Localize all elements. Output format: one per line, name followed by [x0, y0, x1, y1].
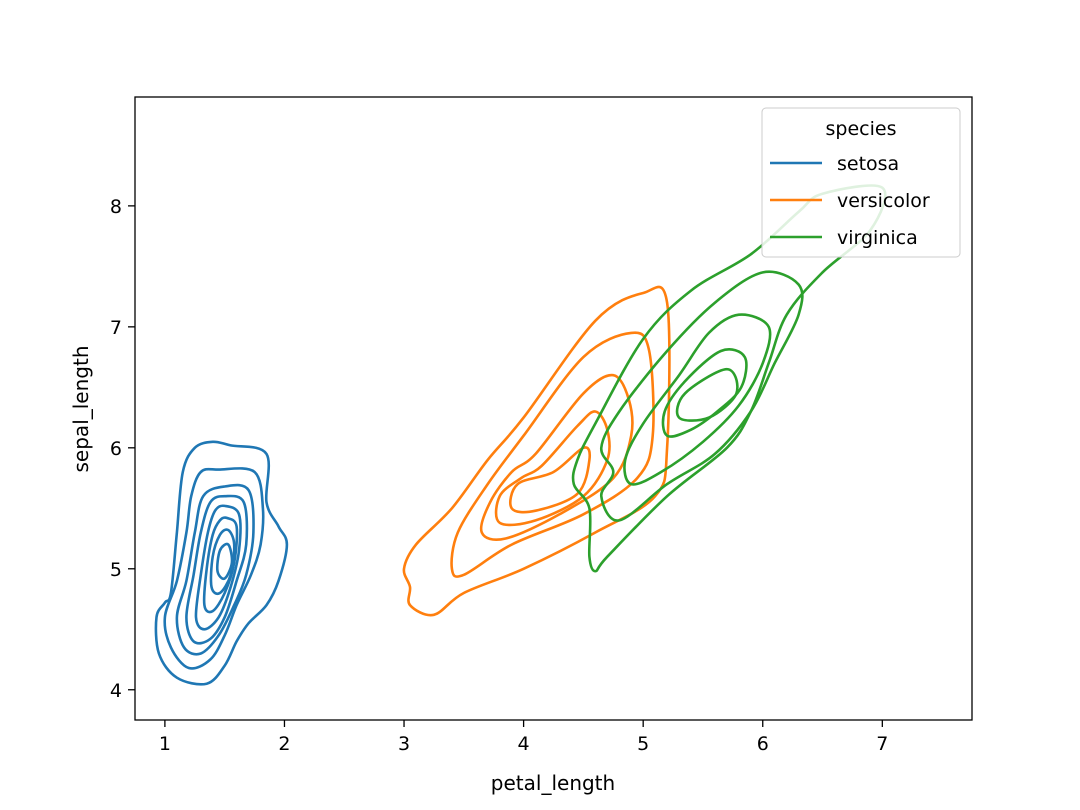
x-tick-label: 3: [398, 733, 410, 755]
virginica-contour-2: [599, 270, 804, 522]
x-tick-label: 2: [278, 733, 290, 755]
legend-title: species: [826, 118, 897, 140]
setosa-contour-7: [209, 528, 236, 596]
y-tick-label: 5: [110, 559, 122, 581]
setosa-contour-4: [185, 494, 249, 645]
versicolor-contour-3: [479, 373, 634, 542]
y-axis-ticks: 4 5 6 7 8: [110, 196, 135, 702]
versicolor-contour-5: [509, 446, 592, 514]
contour-layer: [154, 184, 887, 686]
y-tick-label: 8: [110, 196, 122, 218]
y-axis-label: sepal_length: [69, 346, 93, 473]
y-tick-label: 7: [110, 317, 122, 339]
setosa-contour-6: [202, 516, 239, 614]
x-tick-label: 5: [637, 733, 649, 755]
x-tick-label: 6: [757, 733, 769, 755]
versicolor-contour-1: [402, 285, 671, 617]
plot-frame: [134, 96, 973, 721]
y-tick-label: 4: [110, 680, 122, 702]
legend-box: [761, 107, 961, 258]
x-tick-label: 7: [876, 733, 888, 755]
x-tick-label: 4: [518, 733, 530, 755]
legend-label-setosa: setosa: [837, 153, 899, 175]
legend-label-virginica: virginica: [837, 227, 918, 249]
setosa-contour-1: [154, 440, 289, 686]
virginica-contour-5: [675, 367, 739, 422]
setosa-contour-2: [163, 467, 265, 670]
series-setosa: [154, 440, 289, 686]
legend-label-versicolor: versicolor: [837, 190, 930, 212]
setosa-contour-5: [194, 504, 242, 631]
series-virginica: [571, 184, 887, 573]
setosa-contour-3: [175, 483, 255, 656]
x-tick-label: 1: [159, 733, 171, 755]
virginica-contour-3: [623, 313, 772, 486]
x-axis-label: petal_length: [491, 771, 615, 795]
setosa-contour-8: [215, 542, 234, 581]
legend-items: setosa versicolor virginica: [770, 153, 930, 249]
y-tick-label: 6: [110, 438, 122, 460]
virginica-contour-4: [661, 348, 748, 438]
virginica-contour-1: [571, 184, 887, 573]
x-axis-ticks: 1 2 3 4 5 6 7: [159, 720, 888, 755]
legend: species setosa versicolor virginica: [761, 107, 961, 258]
